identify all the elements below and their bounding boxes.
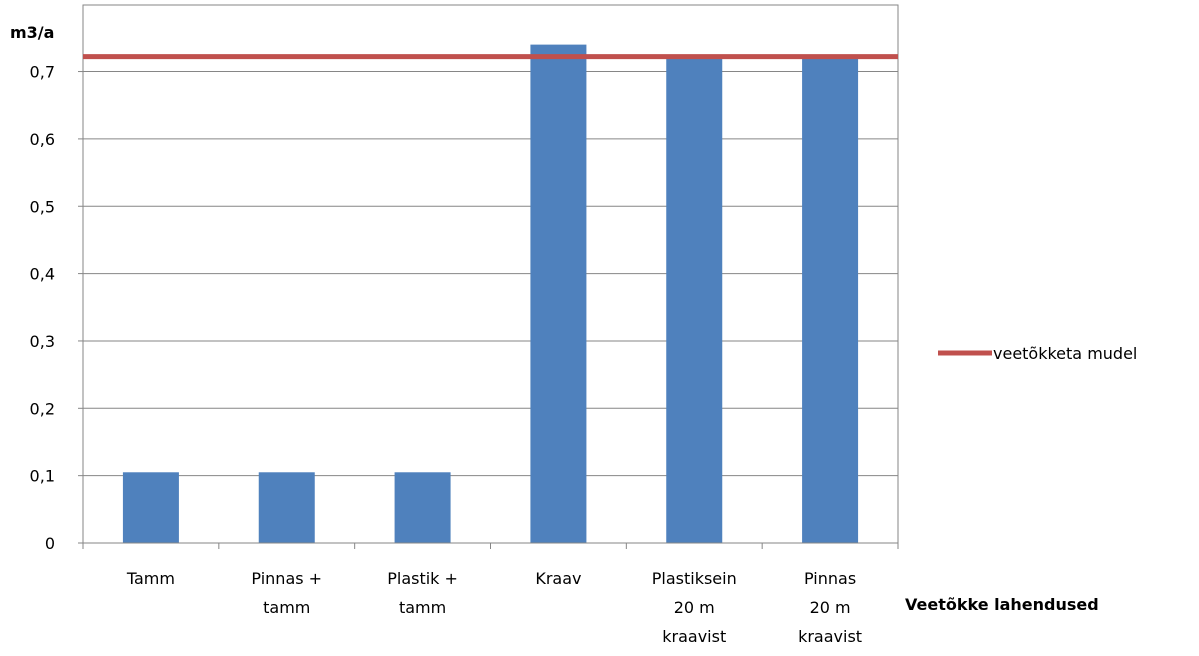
y-tick-label: 0,2 <box>30 399 55 418</box>
x-category-label: 20 m <box>674 598 715 617</box>
y-tick-label: 0,5 <box>30 197 55 216</box>
y-axis-title: m3/a <box>10 23 54 42</box>
gridlines <box>83 71 898 477</box>
x-category-labels: Tamm Pinnas + tamm Plastik + tamm Kraav Plasti… <box>126 569 862 646</box>
x-category-label: kraavist <box>798 627 862 646</box>
x-category-label: Pinnas + <box>251 569 322 588</box>
x-category-label: tamm <box>263 598 310 617</box>
y-tick-label: 0,3 <box>30 332 55 351</box>
y-tick-label: 0,1 <box>30 467 55 486</box>
bar <box>394 472 451 543</box>
y-tick-label: 0,4 <box>30 265 55 284</box>
y-tick-label: 0,7 <box>30 63 55 82</box>
x-category-label: Tamm <box>126 569 175 588</box>
x-category-label: 20 m <box>810 598 851 617</box>
bar <box>802 58 859 543</box>
x-category-label: kraavist <box>662 627 726 646</box>
y-tick-labels: 0 0,1 0,2 0,3 0,4 0,5 0,6 0,7 <box>30 63 55 553</box>
x-category-label: Plastiksein <box>652 569 737 588</box>
bar <box>666 58 723 543</box>
x-category-label: Plastik + <box>387 569 458 588</box>
legend: veetõkketa mudel <box>938 344 1137 363</box>
x-axis-title: Veetõkke lahendused <box>905 595 1099 614</box>
x-category-label: tamm <box>399 598 446 617</box>
y-tick-label: 0 <box>45 534 55 553</box>
x-category-label: Pinnas <box>804 569 856 588</box>
bar <box>258 472 315 543</box>
x-category-label: Kraav <box>535 569 581 588</box>
bar <box>530 44 587 544</box>
bar <box>122 472 179 543</box>
y-tick-label: 0,6 <box>30 130 55 149</box>
bars <box>122 44 859 544</box>
axes <box>78 5 899 549</box>
legend-label-reference-line: veetõkketa mudel <box>993 344 1137 363</box>
